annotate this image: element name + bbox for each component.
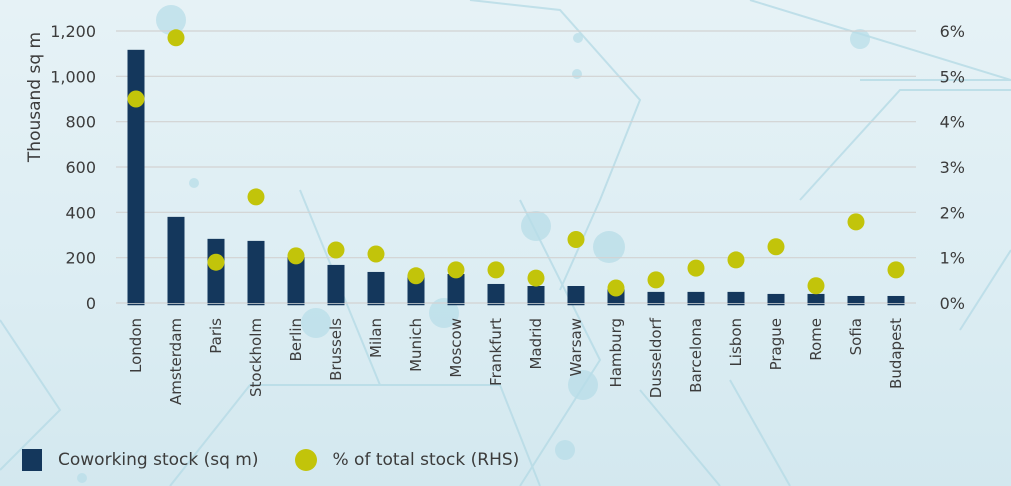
legend-bar-swatch: [22, 449, 42, 471]
dot: [287, 247, 305, 265]
bar: [127, 49, 145, 304]
category-label: Frankfurt: [487, 318, 505, 386]
category-label: Paris: [207, 318, 225, 354]
y-tick-label: 600: [65, 158, 96, 177]
y-tick-label: 1,000: [50, 67, 96, 86]
y-tick-label: 1,200: [50, 22, 96, 41]
dot: [367, 245, 385, 263]
y2-tick-label: 2%: [940, 203, 965, 222]
y-axis-label: Thousand sq m: [25, 32, 45, 163]
dot-series: [127, 29, 905, 297]
y-tick-label: 200: [65, 249, 96, 268]
dot: [687, 259, 705, 277]
bar: [527, 286, 545, 303]
category-label: Moscow: [447, 318, 465, 378]
y2-tick-label: 0%: [940, 294, 965, 313]
dot: [767, 238, 785, 256]
legend-dot-swatch: [294, 449, 317, 471]
category-label: London: [127, 318, 145, 373]
dot: [447, 261, 465, 279]
legend-bar-label: Coworking stock (sq m): [58, 450, 259, 470]
category-label: Munich: [407, 318, 425, 372]
dot: [487, 261, 505, 279]
category-label: Budapest: [887, 318, 905, 389]
y2-tick-label: 6%: [940, 22, 965, 41]
category-label: Lisbon: [727, 318, 745, 367]
dot: [527, 269, 545, 287]
bar: [807, 293, 825, 303]
bar: [887, 295, 905, 303]
bar: [287, 256, 305, 303]
category-label: Barcelona: [687, 318, 705, 393]
y-tick-label: 800: [65, 113, 96, 132]
category-label: Madrid: [527, 318, 545, 370]
category-label: Dusseldorf: [647, 317, 665, 398]
category-label: Milan: [367, 318, 385, 358]
dot: [167, 29, 185, 47]
bar: [167, 216, 185, 303]
y2-tick-label: 5%: [940, 67, 965, 86]
y2-tick-label: 4%: [940, 113, 965, 132]
category-label: Amsterdam: [167, 318, 185, 405]
dot: [847, 213, 865, 231]
dot: [247, 188, 265, 206]
right-axis-ticks: 0% 1% 2% 3% 4% 5% 6%: [940, 22, 965, 313]
dot: [567, 231, 585, 249]
y2-tick-label: 1%: [940, 249, 965, 268]
dot: [327, 241, 345, 259]
dot: [887, 261, 905, 279]
bar: [567, 286, 585, 303]
gridlines: [116, 30, 916, 304]
bar: [447, 273, 465, 303]
dot: [647, 271, 665, 289]
dot: [127, 90, 145, 108]
category-label: Prague: [767, 318, 785, 370]
legend: Coworking stock (sq m) % of total stock …: [22, 449, 519, 471]
bar: [727, 291, 745, 303]
bar-series: [127, 49, 905, 306]
dot: [727, 251, 745, 269]
bar: [367, 271, 385, 303]
dot: [807, 277, 825, 295]
left-axis-ticks: 0 200 400 600 800 1,000 1,200: [50, 22, 96, 313]
category-label: Brussels: [327, 318, 345, 381]
category-label: Warsaw: [567, 318, 585, 377]
category-label: Sofia: [847, 318, 865, 355]
legend-dot-label: % of total stock (RHS): [332, 450, 520, 470]
category-label: Berlin: [287, 318, 305, 362]
bar: [207, 238, 225, 303]
dot: [607, 279, 625, 297]
bar: [687, 291, 705, 303]
bar: [247, 240, 265, 303]
y-tick-label: 400: [65, 203, 96, 222]
y2-tick-label: 3%: [940, 158, 965, 177]
category-labels: London Amsterdam Paris Stockholm Berlin Bruss…: [127, 317, 905, 405]
dot: [207, 253, 225, 271]
bar: [487, 283, 505, 303]
dot: [407, 267, 425, 285]
category-label: Rome: [807, 318, 825, 361]
category-label: Hamburg: [607, 318, 625, 388]
y-tick-label: 0: [86, 294, 96, 313]
bar: [647, 291, 665, 303]
category-label: Stockholm: [247, 318, 265, 397]
bar: [327, 264, 345, 303]
bar: [847, 295, 865, 303]
bar: [767, 293, 785, 303]
